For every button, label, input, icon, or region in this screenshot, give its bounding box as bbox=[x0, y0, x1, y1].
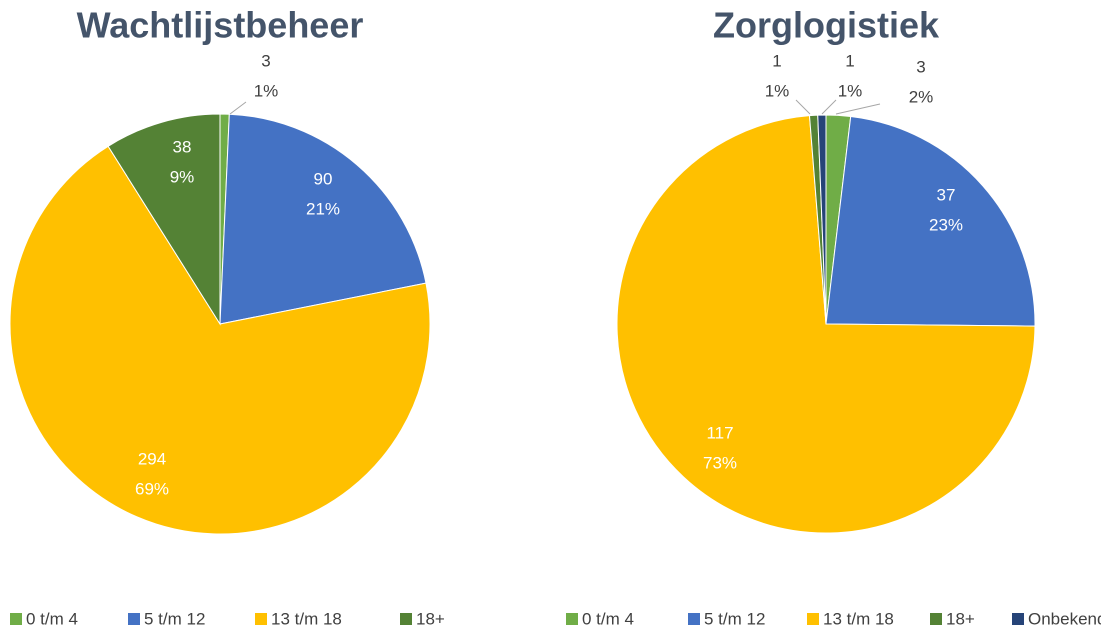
legend-swatch bbox=[1012, 613, 1024, 625]
legend-swatch bbox=[930, 613, 942, 625]
leader-line bbox=[229, 101, 247, 115]
percent-label: 1% bbox=[838, 81, 863, 100]
data-label: 37 bbox=[937, 185, 956, 204]
legend-label: 13 t/m 18 bbox=[823, 609, 894, 628]
data-label: 90 bbox=[314, 169, 333, 188]
percent-label: 21% bbox=[306, 199, 340, 218]
pie-slice bbox=[825, 115, 1036, 327]
pie-slice bbox=[107, 113, 221, 326]
legend-swatch bbox=[566, 613, 578, 625]
data-label: 3 bbox=[916, 57, 925, 76]
percent-label: 73% bbox=[703, 453, 737, 472]
legend-swatch bbox=[688, 613, 700, 625]
legend-swatch bbox=[128, 613, 140, 625]
pie-slice bbox=[9, 145, 431, 535]
pie-slice bbox=[219, 113, 427, 325]
data-label: 38 bbox=[173, 137, 192, 156]
percent-label: 69% bbox=[135, 479, 169, 498]
percent-label: 9% bbox=[170, 167, 195, 186]
data-label: 294 bbox=[138, 449, 166, 468]
legend-swatch bbox=[10, 613, 22, 625]
legend-label: 18+ bbox=[946, 609, 975, 628]
pie-slice bbox=[616, 115, 1036, 534]
legend-label: Onbekend bbox=[1028, 609, 1101, 628]
legend-swatch bbox=[255, 613, 267, 625]
leader-line bbox=[835, 103, 881, 115]
data-label: 1 bbox=[845, 51, 854, 70]
data-label: 117 bbox=[706, 423, 733, 442]
percent-label: 1% bbox=[765, 81, 790, 100]
percent-label: 1% bbox=[254, 81, 279, 100]
chart-title: Wachtlijstbeheer bbox=[77, 5, 364, 46]
legend-label: 5 t/m 12 bbox=[704, 609, 765, 628]
legend-swatch bbox=[807, 613, 819, 625]
legend-swatch bbox=[400, 613, 412, 625]
legend-label: 13 t/m 18 bbox=[271, 609, 342, 628]
legend-label: 5 t/m 12 bbox=[144, 609, 205, 628]
legend-label: 0 t/m 4 bbox=[582, 609, 634, 628]
leader-line bbox=[795, 99, 811, 115]
pie-slice bbox=[817, 114, 827, 325]
leader-line bbox=[821, 99, 837, 115]
percent-label: 2% bbox=[909, 87, 934, 106]
percent-label: 23% bbox=[929, 215, 963, 234]
data-label: 3 bbox=[261, 51, 270, 70]
data-label: 1 bbox=[772, 51, 781, 70]
chart-title: Zorglogistiek bbox=[713, 5, 940, 46]
legend-label: 0 t/m 4 bbox=[26, 609, 78, 628]
legend-label: 18+ bbox=[416, 609, 445, 628]
